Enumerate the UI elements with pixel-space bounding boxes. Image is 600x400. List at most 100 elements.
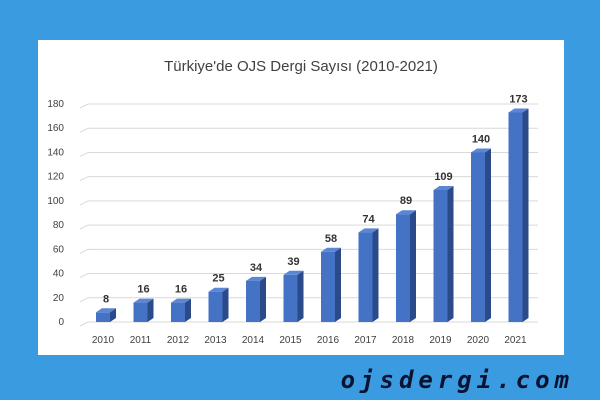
x-tick-label: 2017: [354, 335, 377, 346]
gridline-depth: [79, 151, 89, 157]
bar-2011: [133, 298, 154, 322]
bar-front: [321, 251, 335, 322]
bar-top: [283, 270, 304, 275]
bar-chart: Türkiye'de OJS Dergi Sayısı (2010-2021) …: [47, 58, 538, 346]
gridline-depth: [79, 176, 89, 182]
bar-2012: [171, 298, 191, 322]
bar-front: [433, 189, 448, 322]
bar-top: [96, 308, 116, 313]
data-label: 140: [472, 133, 490, 145]
gridline-depth: [79, 200, 89, 206]
data-label: 74: [362, 213, 375, 225]
bar-side: [485, 148, 491, 322]
x-axis-ticks: 2010 2011 2012 2013 2014 2015 2016 2017 2018 2019…: [92, 335, 527, 346]
bar-front: [171, 302, 185, 322]
x-tick-label: 2019: [429, 335, 452, 346]
bar-side: [447, 185, 454, 322]
data-label: 89: [400, 195, 412, 207]
bar-top: [396, 210, 416, 215]
bar-side: [222, 287, 229, 322]
bar-top: [508, 108, 529, 113]
data-label: 109: [434, 171, 452, 183]
chart-card: Türkiye'de OJS Dergi Sayısı (2010-2021) …: [38, 40, 564, 355]
data-label: 173: [509, 93, 527, 105]
y-tick-label: 160: [47, 123, 64, 134]
data-label: 16: [137, 284, 149, 296]
bar-top: [321, 247, 341, 252]
gridline-depth: [79, 103, 89, 109]
bar-side: [260, 276, 266, 322]
bar-top: [208, 287, 229, 292]
bar-top: [358, 228, 379, 233]
x-tick-label: 2011: [130, 335, 152, 346]
y-tick-label: 80: [53, 220, 65, 231]
data-label: 16: [175, 284, 187, 296]
bar-2015: [283, 270, 304, 322]
bar-front: [396, 214, 410, 322]
gridline-depth: [79, 297, 89, 303]
bar-side: [522, 108, 529, 322]
bar-2018: [396, 210, 416, 322]
bar-2021: [508, 108, 529, 322]
y-tick-label: 40: [53, 269, 65, 280]
gridline-depth: [79, 127, 89, 133]
x-tick-label: 2015: [279, 335, 302, 346]
bar-side: [335, 247, 341, 322]
bar-2010: [96, 308, 116, 322]
bar-top: [133, 298, 154, 303]
gridline-depth: [79, 273, 89, 279]
bar-top: [246, 276, 266, 281]
y-axis-ticks: 0 20 40 60 80 100 120 140 160 180: [47, 99, 64, 328]
data-label: 25: [212, 273, 224, 285]
x-tick-label: 2010: [92, 335, 115, 346]
bar-side: [147, 298, 154, 322]
chart-title: Türkiye'de OJS Dergi Sayısı (2010-2021): [164, 58, 438, 75]
x-tick-label: 2020: [467, 335, 490, 346]
bar-front: [283, 274, 298, 322]
bar-2017: [358, 228, 379, 322]
y-tick-label: 20: [53, 293, 65, 304]
bar-2020: [471, 148, 491, 322]
x-tick-label: 2018: [392, 335, 415, 346]
bar-top: [471, 148, 491, 153]
data-label: 8: [103, 293, 109, 305]
bar-front: [471, 152, 485, 322]
x-tick-label: 2013: [204, 335, 227, 346]
bar-front: [96, 312, 110, 322]
bar-front: [246, 280, 260, 322]
bar-2013: [208, 287, 229, 322]
y-tick-label: 120: [47, 172, 64, 183]
bar-front: [133, 302, 148, 322]
bar-2016: [321, 247, 341, 322]
y-tick-label: 140: [47, 147, 64, 158]
y-tick-label: 0: [58, 317, 64, 328]
bar-side: [410, 210, 416, 322]
y-tick-label: 100: [47, 196, 64, 207]
y-tick-label: 180: [47, 99, 64, 110]
data-label: 58: [325, 233, 337, 245]
x-tick-label: 2012: [167, 335, 190, 346]
data-label: 39: [287, 256, 299, 268]
data-labels: 8 16 16 25 34 39 58 74 89 109 140 173: [103, 93, 528, 305]
bar-top: [171, 298, 191, 303]
bar-side: [185, 298, 191, 322]
gridline-depth: [79, 248, 89, 254]
bars: [96, 108, 529, 322]
bar-front: [208, 291, 223, 322]
x-tick-label: 2014: [242, 335, 265, 346]
bar-side: [110, 308, 116, 322]
bar-front: [508, 112, 523, 322]
gridlines: [79, 103, 538, 327]
bar-front: [358, 232, 373, 322]
x-tick-label: 2016: [317, 335, 340, 346]
bar-2019: [433, 185, 454, 322]
bar-side: [372, 228, 379, 322]
x-tick-label: 2021: [504, 335, 527, 346]
gridline-depth: [79, 321, 89, 327]
bar-side: [297, 270, 304, 322]
bar-2014: [246, 276, 266, 322]
data-label: 34: [250, 262, 263, 274]
gridline-depth: [79, 224, 89, 230]
y-tick-label: 60: [53, 244, 65, 255]
watermark-text: ojsdergi.com: [340, 366, 574, 394]
